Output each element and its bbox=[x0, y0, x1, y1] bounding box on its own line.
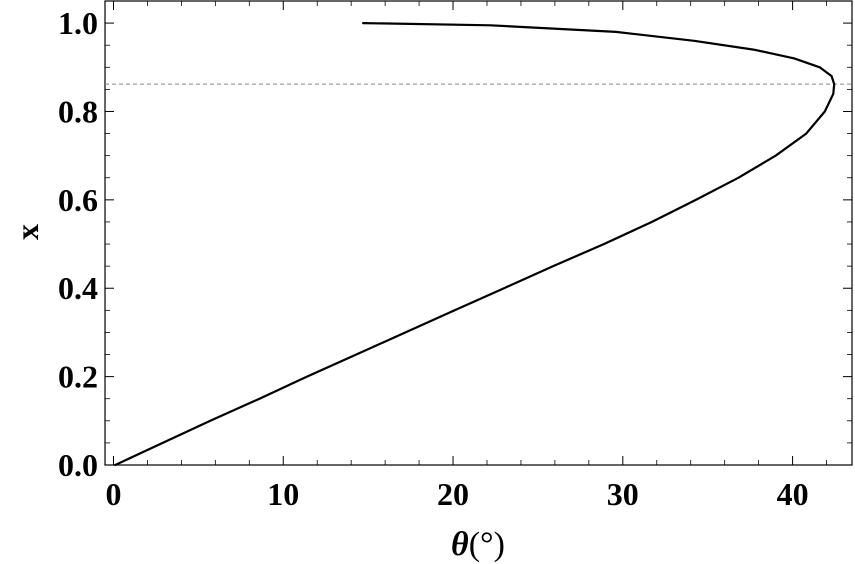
y-tick-label: 0.0 bbox=[58, 447, 98, 483]
x-tick-label: 0 bbox=[105, 476, 121, 512]
x-tick-labels: 0 10 20 30 40 bbox=[105, 476, 808, 512]
x-axis-symbol: θ bbox=[451, 526, 469, 563]
y-axis-title: x bbox=[9, 224, 45, 240]
plot-frame bbox=[104, 0, 853, 466]
x-axis-title: θ(°) bbox=[451, 526, 505, 563]
y-tick-label: 1.0 bbox=[58, 5, 98, 41]
y-tick-label: 0.2 bbox=[58, 359, 98, 395]
series-group bbox=[114, 22, 836, 467]
x-axis-unit: (°) bbox=[469, 526, 505, 563]
y-tick-labels: 0.0 0.2 0.4 0.6 0.8 1.0 bbox=[58, 5, 98, 483]
y-tick-label: 0.6 bbox=[58, 182, 98, 218]
x-tick-label: 20 bbox=[437, 476, 469, 512]
x-tick-label: 30 bbox=[607, 476, 639, 512]
x-tick-label: 40 bbox=[777, 476, 809, 512]
ticks bbox=[105, 1, 852, 466]
series-line bbox=[114, 22, 836, 467]
x-tick-label: 10 bbox=[267, 476, 299, 512]
y-tick-label: 0.8 bbox=[58, 93, 98, 129]
y-tick-label: 0.4 bbox=[58, 270, 98, 306]
